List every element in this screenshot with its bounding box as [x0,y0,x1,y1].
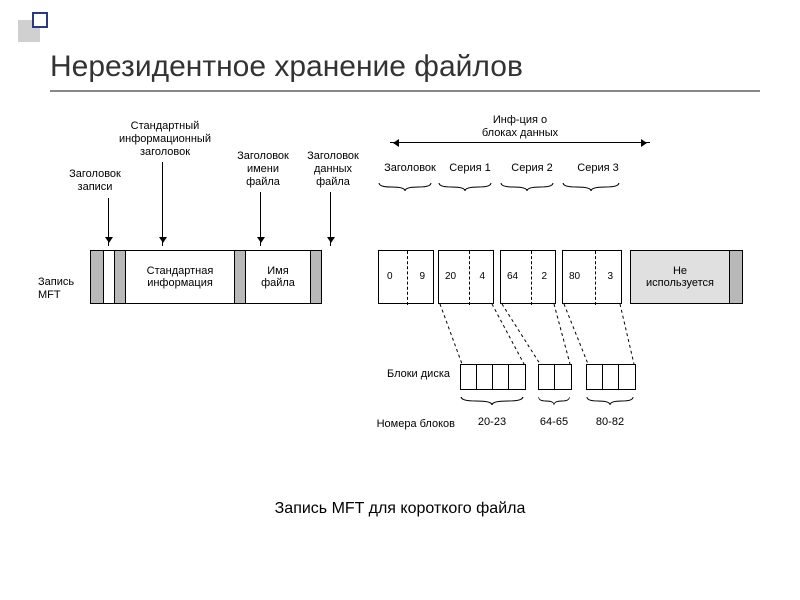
disk-group-1 [460,364,526,390]
brace-series2 [500,182,554,192]
arrow-name-header [260,192,261,246]
seg-unused: Неиспользуется [630,250,730,304]
brace-series1 [438,182,492,192]
brace-head [378,182,432,192]
run3-len: 2 [541,271,547,282]
seg-std-info: Стандартнаяинформация [125,250,235,304]
arrow-data-header [330,192,331,246]
seg-run2: 20 4 [438,250,494,304]
label-block-numbers: Номера блоков [345,418,455,431]
brace-series3 [562,182,620,192]
run4-len: 3 [607,271,613,282]
label-name-header: Заголовокименифайла [228,150,298,190]
label-blocks-info: Инф-ция облоках данных [460,114,580,140]
run1-start: 0 [387,271,393,282]
figure-caption: Запись MFT для короткого файла [0,500,800,518]
arrow-record-header [108,198,109,246]
brace-range-2 [538,396,570,406]
arrow-std-info-header [162,162,163,246]
label-series-3: Серия 3 [568,162,628,175]
brace-range-3 [586,396,634,406]
label-head: Заголовок [380,162,440,175]
label-disk-blocks: Блоки диска [360,368,450,381]
seg-gray-3 [310,250,322,304]
run2-len: 4 [479,271,485,282]
range-2: 64-65 [532,416,576,429]
range-1: 20-23 [470,416,514,429]
brace-range-1 [460,396,524,406]
run2-start: 20 [445,271,456,282]
seg-run4: 80 3 [562,250,622,304]
seg-run3: 64 2 [500,250,556,304]
label-series-2: Серия 2 [502,162,562,175]
blocks-info-arrow [390,142,650,143]
run1-len: 9 [419,271,425,282]
label-std-info-header: Стандартныйинформационныйзаголовок [105,120,225,160]
seg-pad-right [729,250,743,304]
seg-filename: Имяфайла [245,250,311,304]
seg-run1: 0 9 [378,250,434,304]
label-series-1: Серия 1 [440,162,500,175]
seg-pad-left [90,250,104,304]
run4-start: 80 [569,271,580,282]
label-mft-record: ЗаписьMFT [38,276,88,302]
range-3: 80-82 [588,416,632,429]
disk-group-3 [586,364,636,390]
label-data-header: Заголовокданныхфайла [298,150,368,190]
run3-start: 64 [507,271,518,282]
disk-group-2 [538,364,572,390]
connector-lines [90,304,730,364]
mft-diagram: Стандартныйинформационныйзаголовок Загол… [60,120,760,490]
page-title: Нерезидентное хранение файлов [50,50,760,92]
label-record-header: Заголовокзаписи [60,168,130,194]
